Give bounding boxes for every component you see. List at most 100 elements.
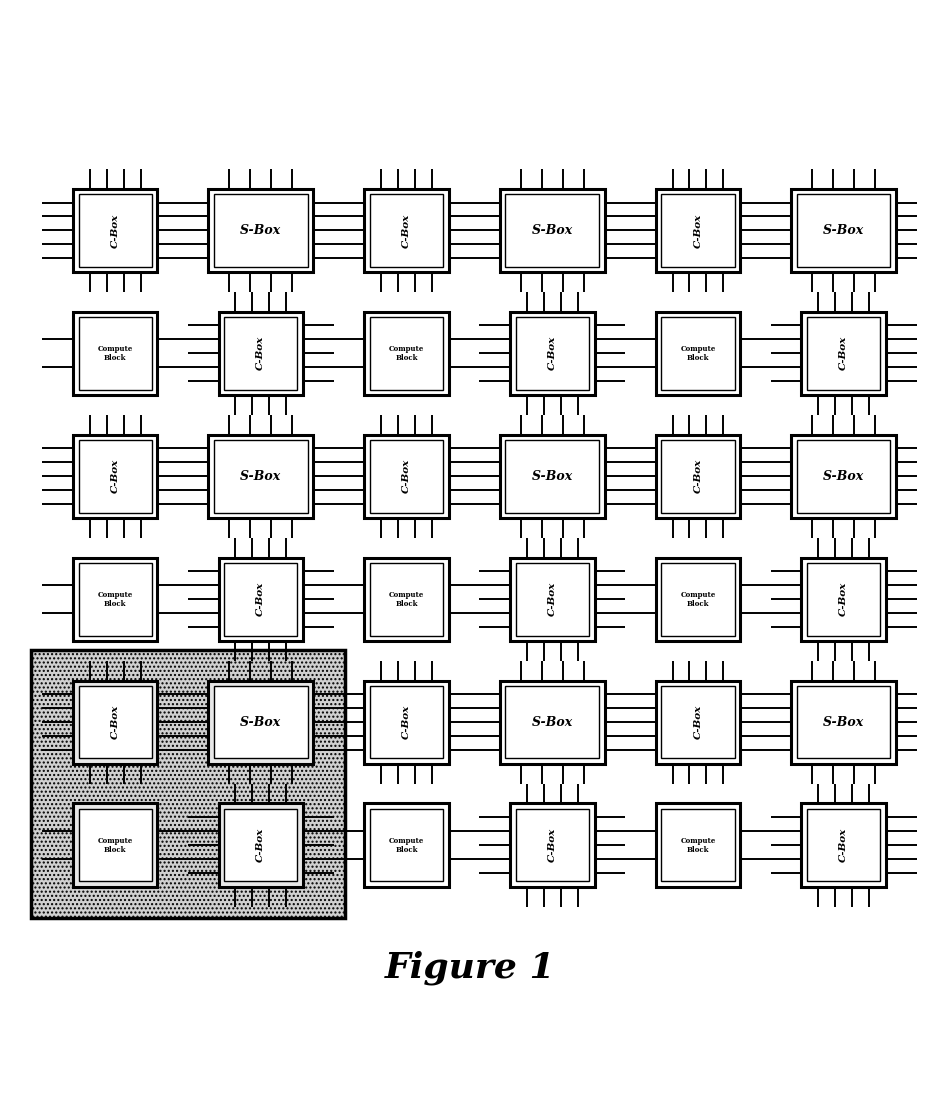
Text: Compute
Block: Compute Block xyxy=(681,344,715,362)
Text: C-Box: C-Box xyxy=(839,582,848,616)
Text: C-Box: C-Box xyxy=(402,214,411,247)
Bar xyxy=(73,804,157,887)
Bar xyxy=(656,189,740,272)
Text: Compute
Block: Compute Block xyxy=(681,590,715,608)
Bar xyxy=(73,681,157,764)
Bar xyxy=(365,189,448,272)
Bar xyxy=(506,440,599,512)
Text: C-Box: C-Box xyxy=(111,705,119,739)
Bar xyxy=(500,189,604,272)
Bar xyxy=(370,318,443,389)
Text: Compute
Block: Compute Block xyxy=(98,836,133,854)
Bar xyxy=(365,312,448,395)
Bar xyxy=(79,318,151,389)
Bar xyxy=(79,809,151,881)
Bar xyxy=(807,563,880,635)
Bar xyxy=(31,650,345,918)
Bar xyxy=(510,558,594,641)
Text: C-Box: C-Box xyxy=(111,459,119,493)
Text: C-Box: C-Box xyxy=(402,459,411,493)
Bar xyxy=(802,312,885,395)
Text: C-Box: C-Box xyxy=(548,337,556,370)
Bar xyxy=(516,809,588,881)
Bar xyxy=(500,681,604,764)
Bar xyxy=(219,804,303,887)
Bar xyxy=(79,195,151,266)
Bar xyxy=(365,681,448,764)
Bar xyxy=(365,435,448,518)
Bar xyxy=(365,558,448,641)
Bar xyxy=(662,563,734,635)
Bar xyxy=(797,195,890,266)
Bar xyxy=(214,440,307,512)
Bar xyxy=(370,195,443,266)
Bar xyxy=(791,189,896,272)
Bar xyxy=(797,440,890,512)
Bar xyxy=(791,435,896,518)
Bar xyxy=(662,440,734,512)
Bar xyxy=(225,563,297,635)
Bar xyxy=(209,435,313,518)
Bar xyxy=(662,686,734,758)
Text: Figure 1: Figure 1 xyxy=(384,950,556,985)
Bar xyxy=(510,804,594,887)
Text: Compute
Block: Compute Block xyxy=(389,344,424,362)
Bar xyxy=(219,558,303,641)
Bar xyxy=(73,558,157,641)
Text: S-Box: S-Box xyxy=(532,224,572,237)
Text: S-Box: S-Box xyxy=(241,224,281,237)
Text: C-Box: C-Box xyxy=(839,337,848,370)
Bar xyxy=(797,686,890,758)
Bar xyxy=(214,195,307,266)
Bar xyxy=(79,563,151,635)
Bar xyxy=(516,563,588,635)
Bar xyxy=(225,318,297,389)
Text: Compute
Block: Compute Block xyxy=(389,590,424,608)
Text: C-Box: C-Box xyxy=(548,828,556,862)
Text: C-Box: C-Box xyxy=(257,337,265,370)
Text: S-Box: S-Box xyxy=(823,224,864,237)
Bar xyxy=(506,195,599,266)
Bar xyxy=(802,804,885,887)
Text: C-Box: C-Box xyxy=(548,582,556,616)
Text: C-Box: C-Box xyxy=(111,214,119,247)
Bar xyxy=(791,681,896,764)
Bar xyxy=(656,312,740,395)
Bar xyxy=(656,804,740,887)
Text: S-Box: S-Box xyxy=(823,716,864,729)
Bar xyxy=(79,440,151,512)
Text: S-Box: S-Box xyxy=(532,470,572,483)
Bar xyxy=(209,681,313,764)
Text: S-Box: S-Box xyxy=(241,716,281,729)
Bar xyxy=(370,563,443,635)
Text: Compute
Block: Compute Block xyxy=(389,836,424,854)
Bar xyxy=(73,189,157,272)
Bar xyxy=(516,318,588,389)
Bar xyxy=(506,686,599,758)
Text: C-Box: C-Box xyxy=(839,828,848,862)
Bar xyxy=(219,312,303,395)
Text: C-Box: C-Box xyxy=(257,828,265,862)
Text: S-Box: S-Box xyxy=(532,716,572,729)
Bar xyxy=(73,435,157,518)
Text: C-Box: C-Box xyxy=(694,214,702,247)
Text: S-Box: S-Box xyxy=(241,470,281,483)
Text: S-Box: S-Box xyxy=(823,470,864,483)
Text: C-Box: C-Box xyxy=(257,582,265,616)
Bar xyxy=(214,686,307,758)
Bar xyxy=(500,435,604,518)
Bar xyxy=(807,318,880,389)
Bar xyxy=(365,804,448,887)
Bar xyxy=(662,195,734,266)
Bar xyxy=(656,681,740,764)
Bar xyxy=(209,189,313,272)
Bar xyxy=(370,440,443,512)
Text: C-Box: C-Box xyxy=(694,705,702,739)
Bar xyxy=(225,809,297,881)
Bar xyxy=(510,312,594,395)
Text: Compute
Block: Compute Block xyxy=(98,344,133,362)
Bar xyxy=(656,558,740,641)
Bar xyxy=(656,435,740,518)
Text: C-Box: C-Box xyxy=(402,705,411,739)
Bar xyxy=(79,686,151,758)
